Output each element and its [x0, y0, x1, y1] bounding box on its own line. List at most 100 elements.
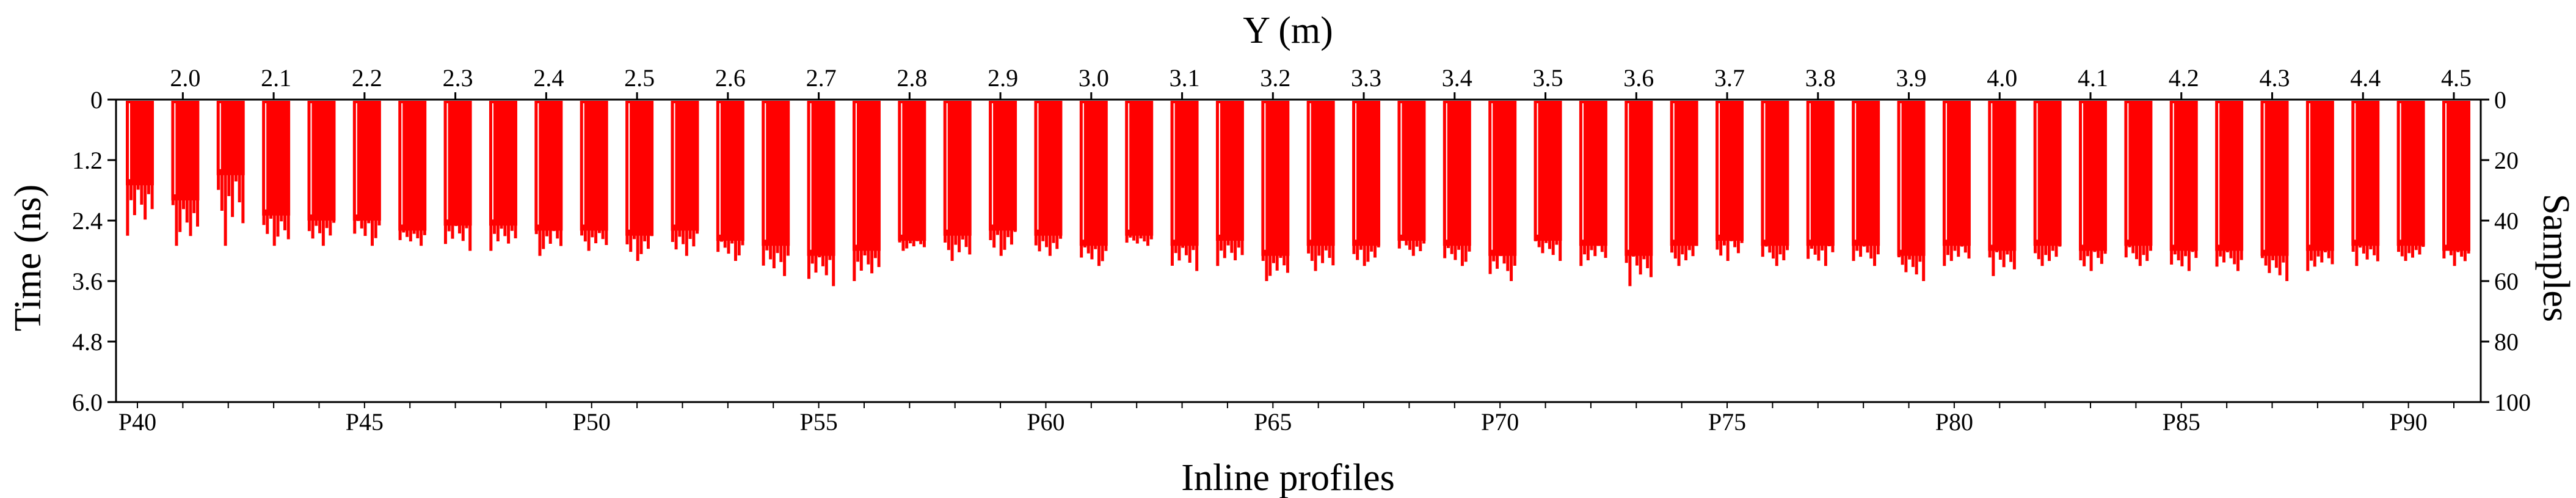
profile-bar [1170, 101, 1199, 271]
bar-trace [1405, 240, 1408, 246]
bar-trace [1555, 240, 1559, 245]
bar-trace [1726, 240, 1730, 261]
profile-bar [852, 101, 881, 281]
bar-trace [2313, 249, 2316, 267]
profile-bar [1306, 101, 1335, 271]
bar-trace [2037, 244, 2040, 260]
bar-trace [1492, 254, 1496, 262]
bar-trace [1397, 240, 1401, 249]
bar-trace [1869, 244, 1873, 259]
bar-trace [1604, 244, 1607, 258]
bar-trace [493, 224, 497, 234]
top-tick-label: 2.7 [806, 64, 837, 92]
bar-trace [1859, 244, 1863, 257]
bar-trace [821, 254, 824, 266]
bar-trace [2236, 249, 2240, 271]
bar-body [1170, 101, 1199, 246]
bar-trace [311, 219, 315, 239]
bar-trace [2180, 249, 2184, 266]
bar-trace [1283, 254, 1286, 266]
bar-trace [810, 254, 814, 264]
bar-trace [762, 244, 765, 266]
bar-trace [601, 229, 605, 240]
bar-trace [1911, 254, 1915, 267]
bar-trace [451, 224, 454, 239]
bar-trace [769, 244, 773, 260]
bar-body [898, 101, 926, 241]
profile-bar [1034, 101, 1063, 256]
profile-bar [171, 101, 200, 246]
bar-trace [1307, 244, 1311, 254]
bar-trace [234, 174, 238, 181]
bar-trace [147, 184, 150, 194]
top-axis-title: Y (m) [1243, 10, 1333, 51]
bar-trace [1457, 244, 1461, 250]
bottom-tick-label: P85 [2163, 408, 2200, 436]
bar-trace [2418, 244, 2421, 255]
bar-trace [1583, 244, 1587, 255]
bar-trace [185, 199, 189, 223]
bar-trace [1510, 254, 1513, 281]
bar-trace [276, 214, 280, 237]
bar-trace [2012, 249, 2016, 269]
bar-trace [1915, 254, 1918, 275]
bar-trace [192, 199, 196, 213]
bar-trace [1052, 234, 1055, 243]
bar-trace [1901, 254, 1904, 265]
top-tick-label: 2.4 [533, 64, 564, 92]
bar-trace [370, 219, 374, 246]
bar-trace [2274, 254, 2278, 268]
bar-trace [587, 229, 591, 251]
bar-trace [1090, 244, 1094, 260]
bar-trace [1855, 244, 1859, 251]
bar-trace [1460, 244, 1464, 266]
bar-trace [1810, 244, 1813, 249]
bar-trace [999, 229, 1003, 256]
bar-trace [1488, 254, 1492, 274]
profile-bar [580, 101, 608, 251]
ticks-group: 0 1.2 2.4 3.6 4.8 6.0 0 20 40 60 80 100 2.0 2.1 2.2 2.3… [72, 64, 2531, 436]
bar-trace [905, 240, 909, 249]
bar-trace [1953, 244, 1957, 251]
bar-trace [1373, 244, 1377, 258]
profile-bar [443, 101, 472, 251]
bar-trace [2054, 244, 2058, 257]
bar-trace [559, 229, 562, 246]
bar-body [1761, 101, 1789, 246]
bar-trace [853, 249, 856, 281]
top-tick-label: 3.4 [1442, 64, 1472, 92]
bar-trace [2285, 254, 2289, 281]
bar-trace [1831, 244, 1835, 252]
bar-trace [1454, 244, 1457, 260]
bar-trace [2369, 244, 2373, 250]
bar-trace [818, 254, 821, 258]
bar-trace [2194, 249, 2198, 258]
bar-body [2124, 101, 2153, 246]
bar-trace [409, 229, 412, 242]
top-tick-label: 2.1 [261, 64, 291, 92]
bar-trace [171, 199, 175, 205]
bar-trace [1824, 244, 1827, 266]
bar-body [625, 101, 654, 236]
bar-trace [2421, 244, 2425, 247]
bar-trace [315, 219, 318, 226]
bar-trace [2268, 254, 2271, 273]
bar-trace [1988, 249, 1992, 258]
profile-bar [1261, 101, 1290, 281]
bar-trace [217, 174, 220, 190]
bar-trace [1639, 254, 1642, 275]
bar-trace [2324, 249, 2327, 252]
bar-trace [1597, 244, 1601, 246]
bar-trace [2449, 249, 2453, 255]
bar-trace [1904, 254, 1908, 273]
bottom-axis-title: Inline profiles [1181, 457, 1395, 498]
bar-trace [1083, 244, 1086, 247]
bar-trace [2187, 249, 2191, 271]
profile-bar [1625, 101, 1653, 287]
bar-trace [1055, 234, 1059, 249]
bar-trace [1579, 244, 1583, 266]
bar-trace [922, 240, 926, 247]
bar-trace [863, 249, 867, 256]
bar-trace [1104, 244, 1108, 251]
bar-trace [1772, 244, 1775, 259]
